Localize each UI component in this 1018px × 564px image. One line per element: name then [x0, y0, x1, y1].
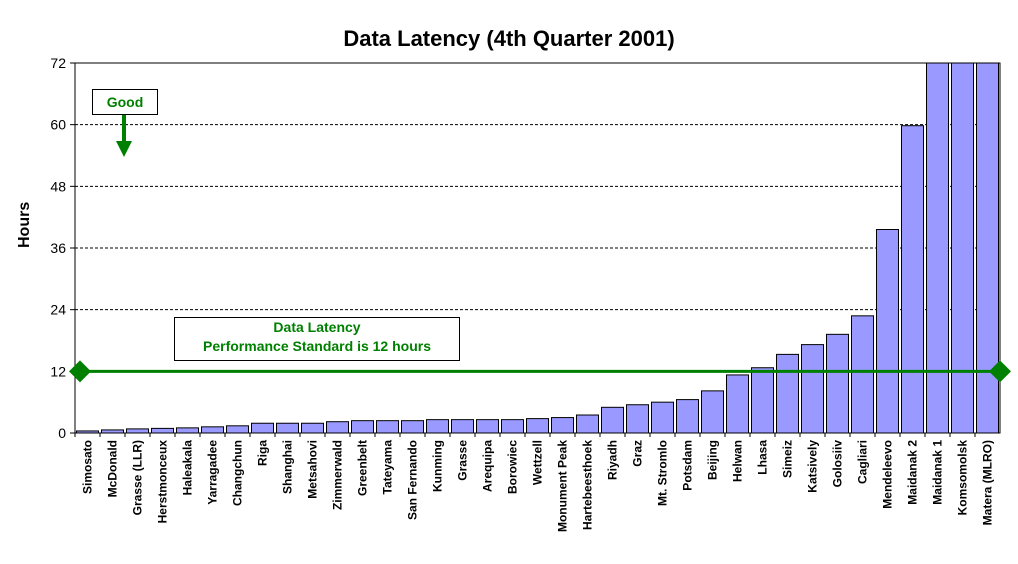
bar — [501, 419, 524, 434]
reference-marker-left — [69, 360, 91, 383]
bar — [701, 390, 724, 434]
bar — [176, 427, 199, 434]
bar — [826, 333, 849, 434]
bar — [376, 420, 399, 434]
standard-annotation-line1: Data Latency — [273, 319, 361, 335]
bar — [351, 420, 374, 434]
x-tick-label: Haleakala — [181, 440, 195, 496]
standard-annotation: Data Latency Performance Standard is 12 … — [174, 317, 460, 361]
x-tick-label: Riyadh — [606, 440, 620, 480]
x-tick-label: Simosato — [81, 440, 95, 494]
bar — [801, 344, 824, 434]
x-tick-label: McDonald — [106, 440, 120, 497]
bar — [426, 419, 449, 434]
bar — [951, 62, 974, 434]
bar — [476, 419, 499, 434]
bar — [726, 374, 749, 434]
bar — [301, 422, 324, 434]
x-tick-label: Zimmerwald — [331, 440, 345, 510]
y-tick-label: 36 — [50, 240, 66, 256]
good-annotation: Good — [92, 89, 158, 115]
x-tick-labels: Simosato McDonald Grasse (LLR) Herstmonceux… — [81, 440, 995, 532]
x-tick-label: Maidanak 2 — [906, 440, 920, 505]
bar — [651, 401, 674, 434]
x-tick-label: Changchun — [231, 440, 245, 506]
bar — [201, 426, 224, 434]
x-tick-label: San Fernando — [406, 440, 420, 520]
bar — [276, 422, 299, 434]
bar — [926, 62, 949, 434]
x-tick-label: Shanghai — [281, 440, 295, 494]
x-tick-label: Beijing — [706, 440, 720, 480]
bar — [251, 422, 274, 434]
bar — [551, 417, 574, 434]
bar — [576, 414, 599, 434]
bar — [226, 425, 249, 434]
bars — [76, 62, 999, 434]
x-tick-label: Herstmonceux — [156, 440, 170, 524]
bar — [451, 419, 474, 434]
y-tick-label: 0 — [58, 425, 66, 441]
x-tick-label: Golosiiv — [831, 440, 845, 488]
bar — [851, 315, 874, 434]
bar — [901, 125, 924, 434]
y-tick-label: 12 — [50, 363, 66, 379]
bar — [126, 428, 149, 434]
x-tick-label: Tateyama — [381, 440, 395, 495]
bar — [876, 229, 899, 434]
good-arrow-head — [116, 141, 132, 157]
x-tick-label: Hartebeesthoek — [581, 440, 595, 530]
x-tick-label: Monument Peak — [556, 440, 570, 532]
bar — [751, 367, 774, 434]
bar — [326, 421, 349, 434]
x-tick-label: Arequipa — [481, 440, 495, 492]
bar — [151, 427, 174, 434]
standard-annotation-line2: Performance Standard is 12 hours — [203, 338, 431, 354]
x-tick-label: Cagliari — [856, 440, 870, 484]
y-tick-label: 60 — [50, 117, 66, 133]
plot-frame — [74, 62, 1001, 434]
x-tick-label: Lhasa — [756, 440, 770, 475]
x-tick-label: Metsahovi — [306, 440, 320, 499]
axes — [70, 62, 1001, 437]
x-tick-label: Graz — [631, 440, 645, 467]
reference-marker-right — [989, 360, 1011, 383]
x-tick-label: Mendeleevo — [881, 440, 895, 509]
x-tick-label: Yarragadee — [206, 440, 220, 505]
x-tick-label: Riga — [256, 440, 270, 466]
x-tick-label: Komsomolsk — [956, 440, 970, 516]
reference-line-group — [69, 114, 1011, 383]
x-tick-label: Simeiz — [781, 440, 795, 478]
chart-title: Data Latency (4th Quarter 2001) — [343, 26, 675, 51]
x-tick-label: Maidanak 1 — [931, 440, 945, 505]
x-tick-label: Mt. Stromlo — [656, 440, 670, 506]
x-tick-label: Grasse (LLR) — [131, 440, 145, 515]
bar — [526, 418, 549, 434]
y-tick-label: 24 — [50, 302, 66, 318]
y-tick-labels: 0 12 24 36 48 60 72 — [50, 55, 66, 441]
x-tick-label: Matera (MLRO) — [981, 440, 995, 525]
bar — [676, 399, 699, 434]
y-tick-label: 48 — [50, 178, 66, 194]
bar — [776, 353, 799, 434]
x-tick-label: Katsively — [806, 440, 820, 493]
bar — [626, 404, 649, 434]
x-tick-label: Potsdam — [681, 440, 695, 491]
x-tick-label: Kunming — [431, 440, 445, 492]
bar — [601, 406, 624, 434]
x-tick-label: Grasse — [456, 440, 470, 481]
x-tick-label: Helwan — [731, 440, 745, 482]
x-tick-label: Borowiec — [506, 440, 520, 494]
x-tick-label: Wettzell — [531, 440, 545, 485]
bar — [401, 420, 424, 434]
y-tick-label: 72 — [50, 55, 66, 71]
x-tick-label: Greenbelt — [356, 440, 370, 496]
